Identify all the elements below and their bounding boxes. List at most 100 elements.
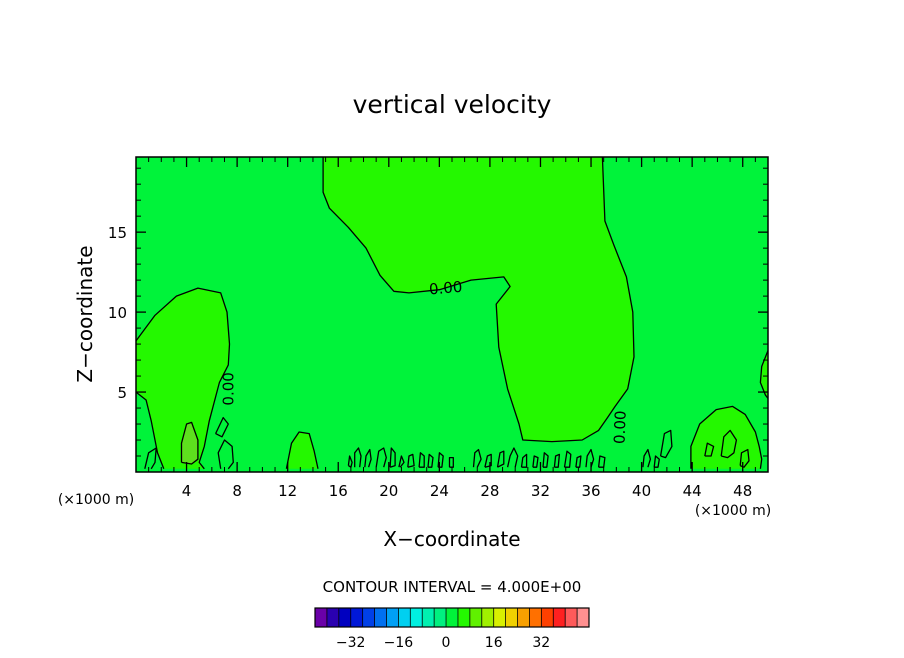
contour-line-10 bbox=[347, 455, 353, 468]
x-tick-label-8: 8 bbox=[232, 482, 242, 500]
contour-line-36 bbox=[704, 442, 715, 457]
positive-regions bbox=[136, 157, 768, 469]
plot-area: 0.00 0.00 0.00 bbox=[135, 156, 769, 473]
colorbar-label-1: −16 bbox=[384, 635, 414, 651]
contour-line-12 bbox=[364, 448, 372, 468]
colorbar-swatch-10 bbox=[434, 608, 447, 627]
contour-line-7 bbox=[144, 447, 157, 470]
contour-line-14 bbox=[389, 447, 396, 468]
contour-interval-label: CONTOUR INTERVAL = 4.000E+00 bbox=[323, 578, 582, 596]
chart-title: vertical velocity bbox=[353, 90, 552, 119]
x-tick-label-40: 40 bbox=[632, 482, 651, 500]
colorbar-swatch-1 bbox=[326, 608, 340, 627]
y-tick-labels: 5 10 15 bbox=[108, 224, 127, 402]
y-tick-label-5: 5 bbox=[117, 384, 127, 402]
x-tick-label-48: 48 bbox=[733, 482, 752, 500]
y-axis-title: Z−coordinate bbox=[73, 245, 97, 382]
colorbar-frame bbox=[314, 607, 590, 628]
x-unit-label-right: (×1000 m) bbox=[695, 503, 771, 519]
colorbar-swatch-22 bbox=[577, 608, 590, 627]
x-tick-label-28: 28 bbox=[480, 482, 499, 500]
contour-line-5 bbox=[759, 350, 769, 399]
colorbar-swatch-5 bbox=[374, 608, 387, 627]
colorbar-swatch-11 bbox=[446, 608, 459, 627]
colorbar-labels: −32 −16 0 16 32 bbox=[336, 635, 550, 651]
region-bump-13 bbox=[286, 432, 318, 469]
contour-line-2 bbox=[322, 156, 635, 443]
contour-lines bbox=[135, 156, 769, 470]
contour-line-19 bbox=[437, 452, 444, 468]
colorbar-swatch-4 bbox=[362, 608, 375, 627]
contour-line-17 bbox=[418, 452, 425, 468]
colorbar-swatch-3 bbox=[350, 608, 363, 627]
contour-line-28 bbox=[553, 453, 561, 468]
y-tick-label-15: 15 bbox=[108, 224, 127, 242]
colorbar-label-3: 16 bbox=[485, 635, 503, 651]
contour-line-1 bbox=[135, 391, 165, 470]
x-tick-label-36: 36 bbox=[581, 482, 600, 500]
contour-label-1: 0.00 bbox=[219, 372, 237, 405]
contour-line-11 bbox=[354, 447, 362, 468]
colorbar-swatch-7 bbox=[398, 608, 411, 627]
contour-line-31 bbox=[585, 448, 595, 468]
colorbar-swatch-12 bbox=[457, 608, 471, 627]
colorbar-swatch-20 bbox=[553, 608, 566, 627]
contour-line-35 bbox=[659, 429, 673, 459]
contour-line-23 bbox=[496, 450, 505, 468]
colorbar-swatch-2 bbox=[338, 608, 352, 627]
y-tick-label-10: 10 bbox=[108, 304, 127, 322]
colorbar-label-0: −32 bbox=[336, 635, 366, 651]
contour-line-9 bbox=[215, 416, 229, 438]
contour-line-6 bbox=[180, 421, 199, 465]
colorbar-swatch-0 bbox=[315, 608, 328, 627]
contour-line-33 bbox=[642, 448, 652, 468]
x-tick-label-4: 4 bbox=[182, 482, 192, 500]
colorbar-swatch-6 bbox=[386, 608, 399, 627]
x-axis-title: X−coordinate bbox=[383, 527, 520, 551]
contour-line-37 bbox=[720, 429, 738, 459]
contour-line-27 bbox=[542, 452, 549, 468]
colorbar-swatch-16 bbox=[505, 608, 518, 627]
colorbar-swatch-13 bbox=[469, 608, 483, 627]
region-upper-middle-updraft bbox=[323, 157, 634, 442]
colorbar-swatch-14 bbox=[481, 608, 494, 627]
x-tick-label-16: 16 bbox=[329, 482, 348, 500]
contour-line-21 bbox=[472, 448, 482, 468]
contour-line-25 bbox=[520, 453, 528, 468]
contour-line-29 bbox=[563, 450, 572, 468]
region-core-4 bbox=[181, 422, 198, 464]
contour-line-3 bbox=[690, 405, 763, 469]
contour-line-8 bbox=[217, 439, 234, 470]
contour-line-4 bbox=[285, 431, 319, 469]
x-tick-label-12: 12 bbox=[278, 482, 297, 500]
x-tick-label-32: 32 bbox=[531, 482, 550, 500]
x-tick-label-20: 20 bbox=[379, 482, 398, 500]
colorbar-label-2: 0 bbox=[442, 635, 451, 651]
contour-line-34 bbox=[653, 455, 660, 468]
contour-line-32 bbox=[597, 455, 606, 468]
colorbar-label-4: 32 bbox=[532, 635, 550, 651]
contour-line-26 bbox=[532, 455, 539, 468]
x-tick-label-24: 24 bbox=[430, 482, 449, 500]
colorbar-swatch-19 bbox=[541, 608, 554, 627]
x-unit-label-left: (×1000 m) bbox=[58, 492, 134, 508]
axis-ticks bbox=[136, 157, 768, 472]
colorbar bbox=[314, 607, 590, 628]
contour-labels: 0.00 0.00 0.00 bbox=[219, 278, 629, 445]
contour-label-0: 0.00 bbox=[428, 278, 463, 299]
colorbar-swatch-17 bbox=[517, 608, 530, 627]
x-tick-label-44: 44 bbox=[683, 482, 702, 500]
contour-line-16 bbox=[407, 453, 415, 468]
contour-line-0 bbox=[135, 287, 231, 470]
region-left-updraft bbox=[136, 288, 230, 469]
colorbar-swatch-15 bbox=[493, 608, 506, 627]
contour-line-22 bbox=[484, 453, 492, 468]
contour-line-24 bbox=[506, 447, 519, 468]
contour-label-2: 0.00 bbox=[611, 410, 630, 444]
colorbar-swatch-9 bbox=[422, 608, 435, 627]
x-tick-labels: 4 8 12 16 20 24 28 32 36 40 44 48 bbox=[182, 482, 752, 500]
colorbar-swatch-8 bbox=[410, 608, 423, 627]
contour-line-13 bbox=[375, 447, 387, 468]
